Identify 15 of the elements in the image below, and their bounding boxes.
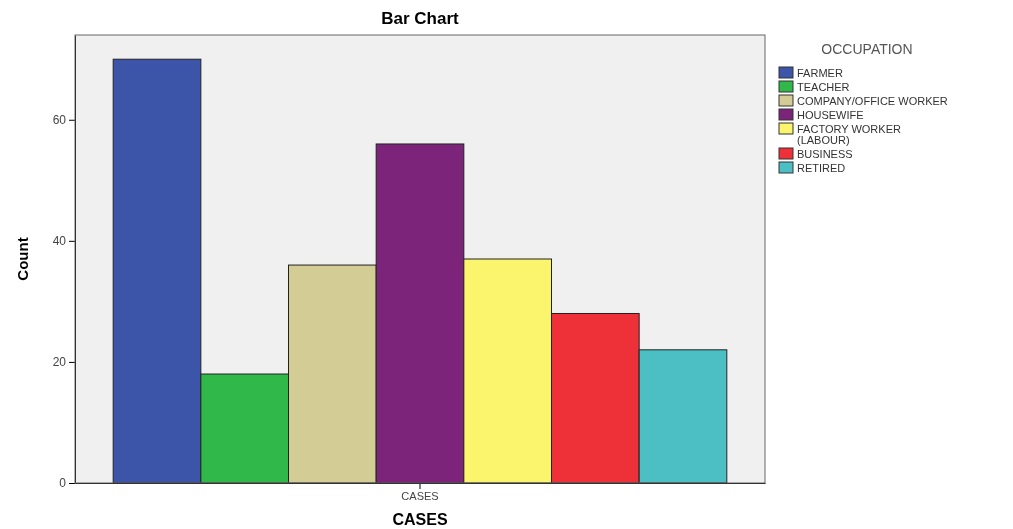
x-axis-title: CASES [392,511,448,528]
y-tick-label: 0 [59,476,67,491]
y-tick-label: 40 [52,234,67,249]
legend-label: HOUSEWIFE [797,109,864,121]
legend-label: TEACHER [797,81,850,93]
legend-title: OCCUPATION [821,41,913,57]
chart-title: Bar Chart [381,9,460,28]
legend-label: FACTORY WORKER (LABOUR) [797,123,901,146]
y-axis-title: Count [14,237,31,281]
legend-label: FARMER [797,67,843,79]
legend-label: BUSINESS [797,148,853,160]
y-tick-label: 60 [52,113,67,128]
legend-label: COMPANY/OFFICE WORKER [797,95,948,107]
legend-label: RETIRED [797,162,846,174]
y-tick-label: 20 [52,355,67,370]
